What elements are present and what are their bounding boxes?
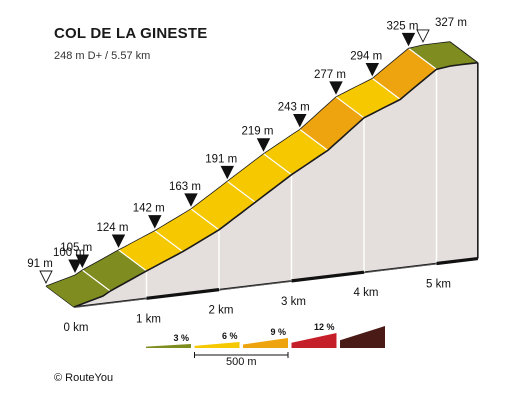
x-tick-label: 2 km: [209, 305, 234, 317]
km-bar-light: [218, 280, 292, 291]
km-bar: [146, 288, 220, 300]
slope-segment: [154, 208, 219, 252]
elevation-label: 243 m: [278, 101, 310, 113]
km-bar-light: [363, 263, 437, 274]
elevation-label: 142 m: [133, 203, 165, 215]
elevation-label: 105 m: [60, 242, 92, 254]
legend-swatch: [291, 333, 337, 348]
elevation-marker: [148, 215, 162, 229]
segment-divider: [371, 77, 401, 100]
chart-title: COL DE LA GINESTE: [54, 25, 208, 42]
slope-segment: [372, 48, 437, 100]
elevation-marker: [111, 234, 126, 248]
elevation-label: 124 m: [97, 222, 129, 234]
elevation-marker: [365, 62, 380, 77]
elevation-label: 325 m: [387, 20, 419, 32]
slope-segment: [118, 230, 183, 271]
segment-divider: [81, 269, 111, 292]
slope-segment: [227, 153, 292, 203]
x-tick-label: 0 km: [64, 322, 89, 334]
elevation-marker: [184, 193, 198, 207]
segment-divider: [263, 153, 292, 176]
legend-swatch: [340, 326, 385, 348]
segment-divider: [226, 180, 256, 203]
legend-swatch: [194, 342, 240, 348]
elevation-marker: [68, 259, 82, 274]
km-bar-light: [73, 298, 147, 308]
elevation-label: 91 m: [27, 258, 53, 270]
legend-label: 9 %: [270, 327, 286, 337]
segment-divider: [299, 128, 329, 151]
elevation-label: 163 m: [169, 181, 201, 193]
legend-swatch: [146, 344, 191, 348]
profile-front-edge: [73, 61, 478, 308]
elevation-label: 294 m: [350, 50, 382, 62]
profile-side-face: [74, 62, 478, 308]
credit-text: © RouteYou: [54, 372, 114, 384]
slope-segment: [191, 181, 256, 230]
elevation-marker: [293, 113, 307, 128]
elevation-label: 327 m: [435, 17, 467, 29]
km-bar: [291, 270, 365, 283]
elevation-marker: [75, 254, 90, 269]
x-tick-label: 1 km: [136, 313, 161, 325]
profile-right-cap: [449, 41, 479, 64]
slope-segment: [408, 41, 478, 70]
elevation-marker: [220, 165, 235, 180]
elevation-marker-open: [39, 270, 53, 285]
profile-back-edge: [45, 41, 450, 287]
elevation-marker: [256, 138, 271, 152]
elevation-marker-open: [416, 29, 430, 43]
legend-label: 6 %: [222, 331, 238, 341]
chart-subtitle: 248 m D+ / 5.57 km: [54, 50, 151, 62]
elevation-marker: [401, 32, 416, 47]
slope-segment: [336, 78, 401, 118]
slope-segment: [82, 249, 147, 291]
segment-divider: [190, 208, 220, 231]
segment-divider: [154, 230, 184, 253]
x-tick-label: 3 km: [281, 296, 306, 308]
slope-segment: [263, 129, 328, 175]
elevation-marker: [329, 81, 343, 95]
legend-label: 12 %: [314, 322, 335, 332]
elevation-label: 191 m: [205, 153, 237, 165]
slope-segment: [299, 96, 364, 151]
segment-divider: [408, 47, 437, 70]
legend-swatch: [243, 338, 288, 348]
km-bar: [436, 256, 479, 266]
legend-label: 3 %: [173, 333, 189, 343]
elevation-label: 219 m: [242, 126, 274, 138]
scale-bar-label: 500 m: [226, 356, 257, 368]
segment-divider: [118, 249, 147, 272]
segment-divider: [335, 96, 365, 119]
elevation-label: 277 m: [314, 69, 346, 81]
x-tick-label: 5 km: [426, 279, 451, 291]
x-tick-label: 4 km: [354, 287, 379, 299]
